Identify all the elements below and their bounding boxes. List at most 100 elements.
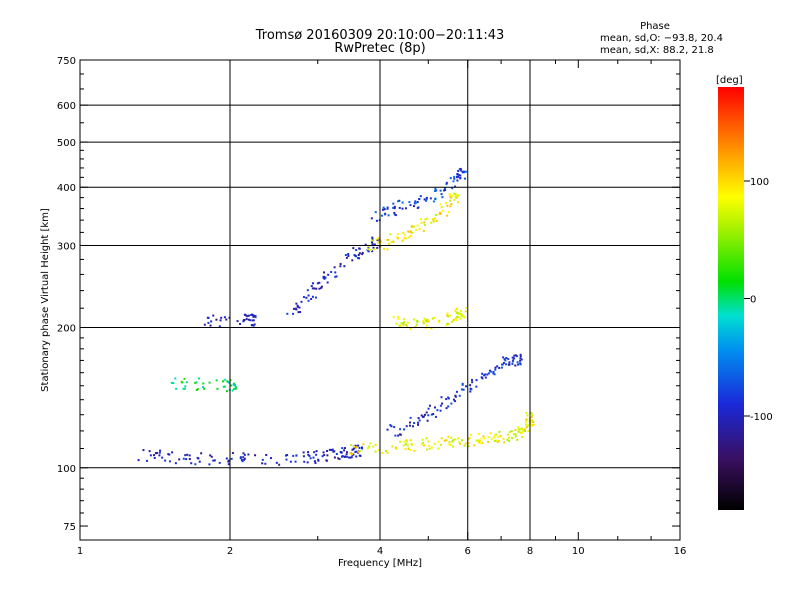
echo-point: [373, 243, 376, 246]
echo-point: [358, 446, 361, 449]
echo-point: [439, 409, 442, 412]
echo-point: [353, 445, 356, 448]
echo-point: [523, 429, 526, 432]
echo-point: [470, 388, 473, 391]
x-tick-label: 8: [527, 546, 533, 557]
echo-point: [451, 440, 454, 443]
echo-point: [484, 376, 487, 379]
echo-point: [439, 404, 442, 407]
echo-point: [405, 439, 408, 442]
echo-point: [368, 245, 371, 248]
echo-point: [431, 317, 434, 320]
echo-point: [294, 460, 297, 463]
echo-point: [521, 435, 524, 438]
echo-point: [456, 179, 459, 182]
echo-point: [156, 452, 159, 455]
echo-point: [414, 325, 417, 328]
echo-point: [479, 440, 482, 443]
echo-point: [403, 233, 406, 236]
echo-point: [464, 442, 467, 445]
echo-point: [457, 175, 460, 178]
echo-point: [498, 439, 501, 442]
echo-point: [337, 457, 340, 460]
echo-point: [440, 193, 443, 196]
echo-point: [218, 461, 221, 464]
echo-point: [416, 206, 419, 209]
echo-point: [374, 443, 377, 446]
echo-point: [210, 455, 213, 458]
echo-point: [461, 439, 464, 442]
echo-point: [511, 360, 514, 363]
echo-point: [483, 437, 486, 440]
echo-point: [227, 381, 230, 384]
echo-point: [307, 451, 310, 454]
echo-point: [404, 237, 407, 240]
echo-point: [511, 437, 514, 440]
echo-point: [381, 452, 384, 455]
echo-point: [521, 428, 524, 431]
echo-point: [446, 322, 449, 325]
echo-point: [339, 265, 342, 268]
echo-point: [514, 433, 517, 436]
echo-point: [377, 241, 380, 244]
echo-point: [370, 217, 373, 220]
echo-point: [409, 204, 412, 207]
y-axis-title: Stationary phase Virtual Height [km]: [40, 208, 51, 392]
echo-point: [285, 458, 288, 461]
echo-point: [370, 241, 373, 244]
echo-point: [449, 199, 452, 202]
echo-point: [526, 414, 529, 417]
echo-point: [493, 439, 496, 442]
echo-point: [428, 404, 431, 407]
echo-point: [323, 275, 326, 278]
echo-point: [382, 206, 385, 209]
echo-points: [137, 167, 535, 466]
echo-point: [461, 171, 464, 174]
echo-point: [307, 453, 310, 456]
echo-point: [519, 431, 522, 434]
echo-point: [441, 209, 444, 212]
echo-point: [339, 262, 342, 265]
echo-point: [366, 249, 369, 252]
echo-point: [486, 373, 489, 376]
x-tick-label: 10: [572, 546, 585, 557]
echo-point: [448, 441, 451, 444]
echo-point: [188, 454, 191, 457]
echo-point: [433, 316, 436, 319]
echo-point: [367, 250, 370, 253]
echo-point: [432, 219, 435, 222]
echo-point: [516, 355, 519, 358]
echo-point: [420, 443, 423, 446]
echo-point: [345, 453, 348, 456]
echo-point: [427, 414, 430, 417]
echo-point: [501, 363, 504, 366]
echo-point: [180, 380, 183, 383]
echo-point: [323, 454, 326, 457]
echo-point: [440, 437, 443, 440]
echo-point: [446, 204, 449, 207]
echo-point: [454, 185, 457, 188]
echo-point: [450, 203, 453, 206]
echo-point: [295, 454, 298, 457]
echo-point: [153, 456, 156, 459]
echo-point: [175, 387, 178, 390]
echo-point: [426, 419, 429, 422]
echo-point: [343, 447, 346, 450]
echo-point: [519, 359, 522, 362]
echo-point: [198, 460, 201, 463]
echo-point: [355, 450, 358, 453]
echo-point: [341, 447, 344, 450]
echo-point: [419, 195, 422, 198]
echo-point: [506, 433, 509, 436]
echo-point: [200, 452, 203, 455]
echo-point: [441, 402, 444, 405]
echo-point: [480, 376, 483, 379]
echo-point: [350, 456, 353, 459]
echo-point: [380, 214, 383, 217]
echo-point: [209, 454, 212, 457]
echo-point: [247, 453, 250, 456]
echo-point: [470, 378, 473, 381]
echo-point: [357, 257, 360, 260]
echo-point: [445, 407, 448, 410]
echo-point: [500, 366, 503, 369]
